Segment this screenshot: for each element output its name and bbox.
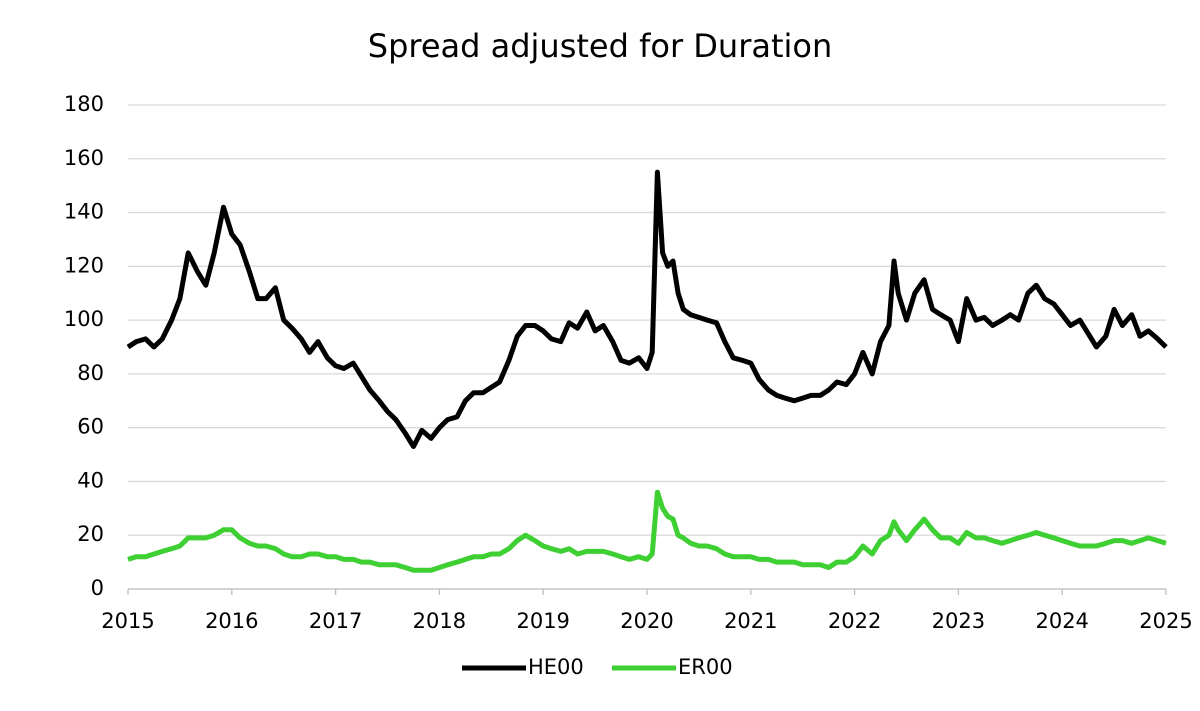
x-tick-label: 2021 [724, 609, 777, 633]
y-tick-label: 180 [64, 92, 104, 116]
series-line [126, 169, 1168, 449]
x-tick-label: 2025 [1139, 609, 1192, 633]
chart-title: Spread adjusted for Duration [368, 27, 833, 65]
x-tick-label: 2016 [205, 609, 258, 633]
y-tick-label: 60 [77, 415, 104, 439]
y-tick-label: 120 [64, 253, 104, 277]
legend-label: ER00 [678, 655, 733, 679]
y-tick-label: 100 [64, 307, 104, 331]
y-tick-label: 40 [77, 468, 104, 492]
x-tick-label: 2020 [620, 609, 673, 633]
series-line [127, 489, 1167, 573]
x-tick-label: 2024 [1035, 609, 1088, 633]
x-tick-label: 2019 [516, 609, 569, 633]
x-tick-label: 2018 [413, 609, 466, 633]
x-tick-label: 2023 [932, 609, 985, 633]
y-tick-label: 0 [91, 576, 104, 600]
x-tick-label: 2022 [828, 609, 881, 633]
y-tick-label: 140 [64, 200, 104, 224]
y-tick-label: 20 [77, 522, 104, 546]
x-tick-label: 2017 [309, 609, 362, 633]
legend-label: HE00 [528, 655, 584, 679]
x-tick-label: 2015 [101, 609, 154, 633]
y-tick-label: 80 [77, 361, 104, 385]
y-tick-label: 160 [64, 146, 104, 170]
